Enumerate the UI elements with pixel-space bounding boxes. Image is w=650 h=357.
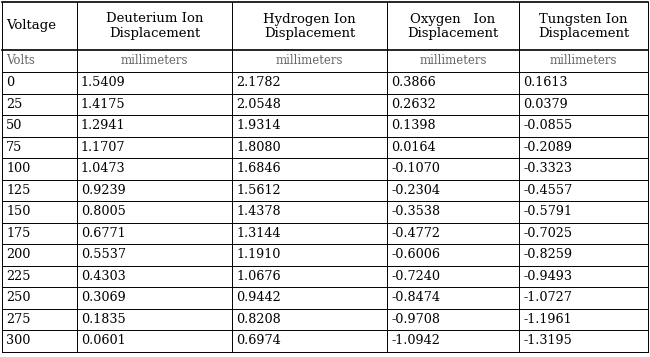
Text: 0.8208: 0.8208 xyxy=(236,313,281,326)
Text: -0.8259: -0.8259 xyxy=(523,248,572,261)
Text: 275: 275 xyxy=(6,313,31,326)
Text: 2.0548: 2.0548 xyxy=(236,98,281,111)
Text: 0.0164: 0.0164 xyxy=(391,141,436,154)
Text: 1.1707: 1.1707 xyxy=(81,141,125,154)
Text: -0.9708: -0.9708 xyxy=(391,313,440,326)
Text: millimeters: millimeters xyxy=(121,55,188,67)
Text: Oxygen   Ion: Oxygen Ion xyxy=(410,12,495,25)
Text: 0.5537: 0.5537 xyxy=(81,248,126,261)
Text: -0.4772: -0.4772 xyxy=(391,227,440,240)
Text: 0.8005: 0.8005 xyxy=(81,205,126,218)
Text: 50: 50 xyxy=(6,119,22,132)
Text: -0.0855: -0.0855 xyxy=(523,119,572,132)
Text: 25: 25 xyxy=(6,98,22,111)
Text: 75: 75 xyxy=(6,141,22,154)
Text: 0.3069: 0.3069 xyxy=(81,291,125,304)
Text: 125: 125 xyxy=(6,184,31,197)
Text: 0: 0 xyxy=(6,76,14,89)
Text: millimeters: millimeters xyxy=(419,55,487,67)
Text: 225: 225 xyxy=(6,270,31,283)
Text: 1.3144: 1.3144 xyxy=(236,227,281,240)
Text: -0.2089: -0.2089 xyxy=(523,141,572,154)
Text: 0.1398: 0.1398 xyxy=(391,119,436,132)
Text: Voltage: Voltage xyxy=(6,20,56,32)
Text: -1.1961: -1.1961 xyxy=(523,313,571,326)
Text: -0.8474: -0.8474 xyxy=(391,291,440,304)
Text: 100: 100 xyxy=(6,162,31,175)
Text: -1.3195: -1.3195 xyxy=(523,334,572,347)
Text: 1.0473: 1.0473 xyxy=(81,162,125,175)
Text: -0.1070: -0.1070 xyxy=(391,162,440,175)
Text: Displacement: Displacement xyxy=(408,26,499,40)
Text: -1.0942: -1.0942 xyxy=(391,334,440,347)
Text: 1.5612: 1.5612 xyxy=(236,184,281,197)
Text: 150: 150 xyxy=(6,205,31,218)
Text: 1.2941: 1.2941 xyxy=(81,119,125,132)
Text: 1.1910: 1.1910 xyxy=(236,248,280,261)
Text: Tungsten Ion: Tungsten Ion xyxy=(540,12,628,25)
Text: -0.5791: -0.5791 xyxy=(523,205,572,218)
Text: 2.1782: 2.1782 xyxy=(236,76,281,89)
Text: 1.8080: 1.8080 xyxy=(236,141,281,154)
Text: -1.0727: -1.0727 xyxy=(523,291,572,304)
Text: 0.2632: 0.2632 xyxy=(391,98,436,111)
Text: -0.6006: -0.6006 xyxy=(391,248,440,261)
Text: 1.6846: 1.6846 xyxy=(236,162,281,175)
Text: -0.2304: -0.2304 xyxy=(391,184,440,197)
Text: Deuterium Ion: Deuterium Ion xyxy=(106,12,203,25)
Text: 0.6771: 0.6771 xyxy=(81,227,125,240)
Text: Displacement: Displacement xyxy=(109,26,200,40)
Text: 0.9239: 0.9239 xyxy=(81,184,125,197)
Text: 0.0379: 0.0379 xyxy=(523,98,567,111)
Text: 0.0601: 0.0601 xyxy=(81,334,125,347)
Text: Hydrogen Ion: Hydrogen Ion xyxy=(263,12,356,25)
Text: -0.9493: -0.9493 xyxy=(523,270,572,283)
Text: 250: 250 xyxy=(6,291,31,304)
Text: 1.9314: 1.9314 xyxy=(236,119,281,132)
Text: 0.9442: 0.9442 xyxy=(236,291,281,304)
Text: Displacement: Displacement xyxy=(538,26,629,40)
Text: -0.4557: -0.4557 xyxy=(523,184,572,197)
Text: millimeters: millimeters xyxy=(550,55,618,67)
Text: 0.4303: 0.4303 xyxy=(81,270,125,283)
Text: 0.1835: 0.1835 xyxy=(81,313,125,326)
Text: 1.0676: 1.0676 xyxy=(236,270,281,283)
Text: -0.3538: -0.3538 xyxy=(391,205,440,218)
Text: 300: 300 xyxy=(6,334,31,347)
Text: 1.4175: 1.4175 xyxy=(81,98,125,111)
Text: 1.4378: 1.4378 xyxy=(236,205,281,218)
Text: 1.5409: 1.5409 xyxy=(81,76,125,89)
Text: 0.3866: 0.3866 xyxy=(391,76,436,89)
Text: 0.6974: 0.6974 xyxy=(236,334,281,347)
Text: 0.1613: 0.1613 xyxy=(523,76,567,89)
Text: -0.7025: -0.7025 xyxy=(523,227,572,240)
Text: Displacement: Displacement xyxy=(264,26,355,40)
Text: -0.7240: -0.7240 xyxy=(391,270,440,283)
Text: 175: 175 xyxy=(6,227,31,240)
Text: 200: 200 xyxy=(6,248,31,261)
Text: -0.3323: -0.3323 xyxy=(523,162,572,175)
Text: millimeters: millimeters xyxy=(276,55,343,67)
Text: Volts: Volts xyxy=(6,55,35,67)
